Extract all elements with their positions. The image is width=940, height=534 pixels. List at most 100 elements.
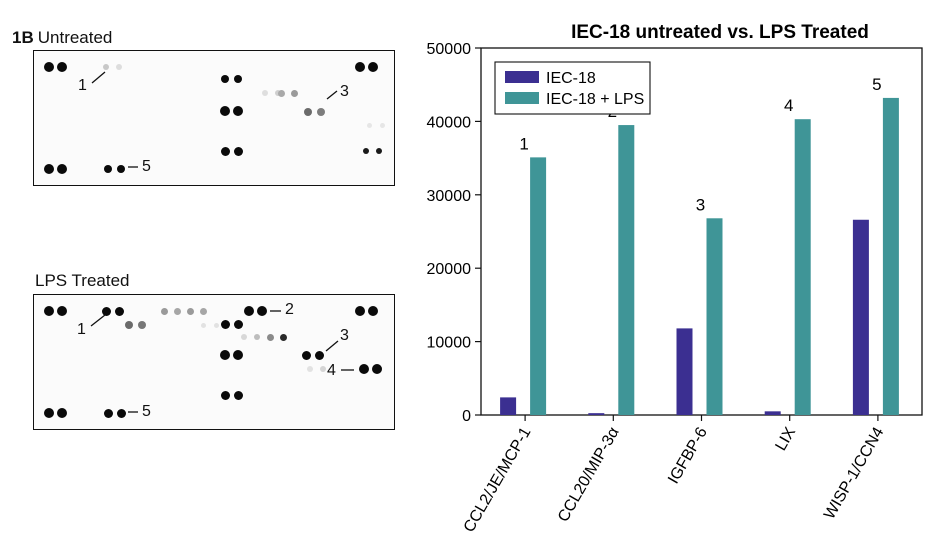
y-tick-label: 10000 — [427, 335, 472, 352]
y-tick-label: 50000 — [427, 41, 472, 58]
panel-letter: 1B — [12, 28, 34, 47]
bar-iec-18 — [852, 219, 869, 415]
lps-blot-label: 5 — [142, 403, 151, 420]
x-tick-label: LIX — [772, 424, 799, 454]
untreated-panel-title: 1B Untreated — [12, 28, 112, 48]
blot-spot — [379, 122, 385, 128]
blot-spot — [138, 321, 146, 329]
blot-spot — [372, 364, 382, 374]
blot-spot — [199, 307, 207, 315]
blot-spot — [116, 408, 126, 418]
blot-spot — [44, 306, 54, 316]
bar-annotation: 4 — [784, 96, 793, 115]
untreated-blot-label: 1 — [78, 77, 87, 94]
blot-spot — [101, 306, 111, 316]
lps-title: LPS Treated — [35, 271, 130, 290]
legend-label: IEC-18 + LPS — [546, 91, 644, 108]
x-axis-labels: CCL2/JE/MCP-1 CCL20/MIP-3α IGFBP-6 LIX WISP-… — [461, 415, 887, 534]
blot-spot — [200, 322, 206, 328]
blot-spot — [220, 390, 230, 400]
blot-spot — [233, 390, 243, 400]
blot-spot — [57, 306, 67, 316]
blot-spot — [116, 64, 122, 70]
bar-iec-18-lps — [618, 125, 635, 415]
blot-spot — [104, 165, 112, 173]
blot-spot — [279, 333, 287, 341]
blot-spot — [220, 106, 230, 116]
lps-blot-label: 2 — [285, 301, 294, 318]
blot-spot — [57, 164, 67, 174]
blot-spot — [368, 306, 378, 316]
legend-swatch — [505, 71, 539, 83]
blot-spot — [44, 164, 54, 174]
blot-spot — [244, 306, 254, 316]
blot-spot — [359, 364, 369, 374]
y-axis-ticks: 0 10000 20000 30000 40000 50000 — [427, 41, 481, 425]
chart-legend: IEC-18 IEC-18 + LPS — [494, 61, 651, 115]
blot-spot — [262, 90, 268, 96]
blot-spot — [233, 106, 243, 116]
lps-panel-title: LPS Treated — [35, 271, 130, 291]
blot-spot — [290, 89, 298, 97]
lps-blot-label: 4 — [327, 362, 336, 379]
bar-iec-18 — [676, 328, 693, 415]
blot-spot — [213, 322, 219, 328]
blot-spot — [257, 306, 267, 316]
blot-spot — [125, 321, 133, 329]
blot-spot — [277, 89, 285, 97]
blot-spot — [233, 319, 243, 329]
blot-spot — [160, 307, 168, 315]
blot-spot — [241, 334, 247, 340]
blot-spot — [363, 148, 369, 154]
chart-title: IEC-18 untreated vs. LPS Treated — [571, 22, 869, 43]
blot-spot — [173, 307, 181, 315]
blot-spot — [103, 408, 113, 418]
y-tick-label: 40000 — [427, 114, 472, 131]
bar-iec-18-lps — [794, 119, 811, 415]
legend-box — [494, 61, 651, 115]
bar-iec-18-lps — [530, 157, 547, 415]
bar-iec-18-lps — [706, 218, 723, 415]
blot-spot — [233, 146, 243, 156]
blot-spot — [304, 108, 312, 116]
y-tick-label: 0 — [462, 408, 471, 425]
legend-swatch — [505, 92, 539, 104]
bar-annotation: 1 — [519, 134, 528, 153]
blot-spot — [221, 75, 229, 83]
blot-spot — [103, 64, 109, 70]
blot-spot — [366, 122, 372, 128]
blot-spot — [220, 319, 230, 329]
blot-spot — [320, 366, 326, 372]
blot-spot — [57, 62, 67, 72]
bar-annotation: 5 — [872, 75, 881, 94]
x-tick-label: CCL20/MIP-3α — [555, 425, 623, 525]
x-tick-label: IGFBP-6 — [665, 424, 711, 486]
lps-blot-label: 3 — [340, 327, 349, 344]
blot-spot — [317, 108, 325, 116]
blot-spot — [186, 307, 194, 315]
lps-blot-label: 1 — [77, 321, 86, 338]
blot-spot — [44, 408, 54, 418]
x-tick-label: WISP-1/CCN4 — [821, 424, 887, 522]
blot-spot — [355, 62, 365, 72]
untreated-blot-label: 5 — [142, 158, 151, 175]
bar-iec-18 — [588, 413, 605, 415]
blot-spot — [254, 334, 260, 340]
blot-spot — [114, 306, 124, 316]
blot-spot — [234, 75, 242, 83]
bar-iec-18 — [764, 411, 781, 415]
bar-annotation: 3 — [696, 195, 705, 214]
bar-iec-18-lps — [882, 97, 899, 416]
blot-spot — [307, 366, 313, 372]
blot-spot — [220, 146, 230, 156]
untreated-blot-label: 3 — [340, 83, 349, 100]
blot-spot — [266, 333, 274, 341]
bar-iec-18 — [500, 397, 517, 415]
untreated-title: Untreated — [37, 28, 113, 47]
blot-spot — [376, 148, 382, 154]
blot-spot — [220, 350, 230, 360]
x-tick-label: CCL2/JE/MCP-1 — [461, 424, 535, 534]
blot-spot — [44, 62, 54, 72]
blot-spot — [368, 62, 378, 72]
chart-bars — [500, 97, 899, 416]
